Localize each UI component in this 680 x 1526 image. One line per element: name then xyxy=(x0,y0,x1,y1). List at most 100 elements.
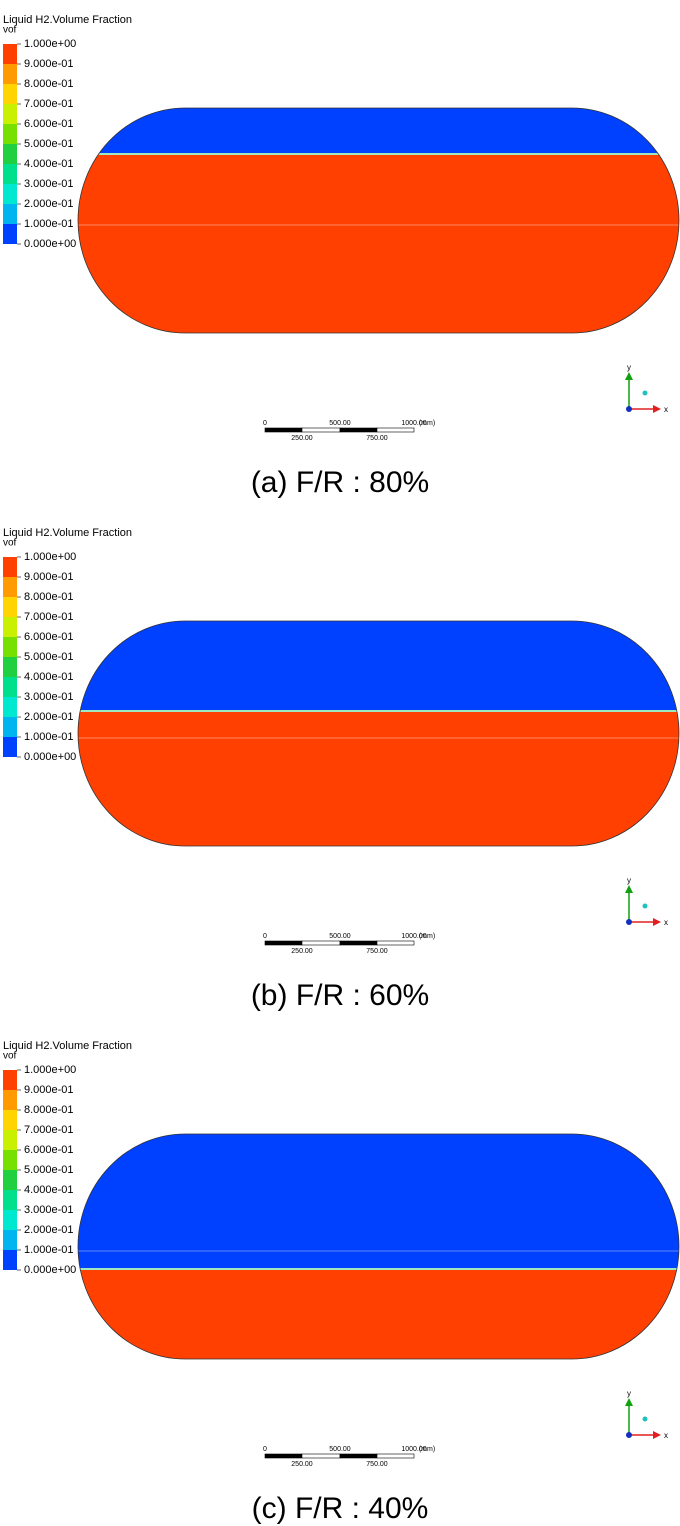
legend-band xyxy=(3,184,17,204)
tank xyxy=(78,108,679,333)
legend-label: 7.000e-01 xyxy=(24,1124,74,1136)
legend-label: 3.000e-01 xyxy=(24,691,74,703)
caption: (a) F/R : 80% xyxy=(251,466,429,499)
legend-unit: vof xyxy=(3,538,17,549)
legend-label: 2.000e-01 xyxy=(24,711,74,723)
y-arrow-head xyxy=(625,372,633,380)
legend-band xyxy=(3,1070,17,1090)
scale-segment xyxy=(264,1453,303,1459)
legend-band xyxy=(3,657,17,677)
legend-label: 0.000e+00 xyxy=(24,751,76,763)
legend-band xyxy=(3,677,17,697)
scale-segment xyxy=(264,940,303,946)
scale-label: 500.00 xyxy=(329,933,351,940)
legend-label: 1.000e-01 xyxy=(24,1244,74,1256)
legend-label: 3.000e-01 xyxy=(24,1204,74,1216)
axis-label: x xyxy=(664,405,668,414)
legend-label: 0.000e+00 xyxy=(24,238,76,250)
axis-label: x xyxy=(664,918,668,927)
legend-band xyxy=(3,597,17,617)
legend-label: 6.000e-01 xyxy=(24,1144,74,1156)
legend-label: 9.000e-01 xyxy=(24,1084,74,1096)
scale-segment xyxy=(301,1453,341,1459)
tank xyxy=(78,621,679,846)
scale-label: 250.00 xyxy=(291,1461,313,1468)
scale-label: 750.00 xyxy=(366,1461,388,1468)
legend-title: Liquid H2.Volume Fraction xyxy=(3,1040,132,1052)
legend-band xyxy=(3,637,17,657)
legend-label: 8.000e-01 xyxy=(24,78,74,90)
legend-label: 1.000e+00 xyxy=(24,551,76,563)
legend-band xyxy=(3,737,17,757)
legend-band xyxy=(3,1150,17,1170)
origin xyxy=(626,1432,632,1438)
scale-segment xyxy=(339,427,378,433)
legend-band xyxy=(3,124,17,144)
scale-segment xyxy=(264,427,303,433)
caption: (b) F/R : 60% xyxy=(251,979,429,1012)
scale-label: 750.00 xyxy=(366,948,388,955)
legend-band xyxy=(3,1190,17,1210)
caption: (c) F/R : 40% xyxy=(252,1492,429,1525)
z-marker xyxy=(642,1416,648,1422)
x-arrow-head xyxy=(653,918,661,926)
origin xyxy=(626,406,632,412)
interface xyxy=(78,710,679,712)
axis-label: x xyxy=(664,1431,668,1440)
legend-band xyxy=(3,144,17,164)
scale-unit: (mm) xyxy=(419,420,435,427)
scale-segment xyxy=(339,940,378,946)
legend-band xyxy=(3,84,17,104)
legend-band xyxy=(3,224,17,244)
legend-label: 7.000e-01 xyxy=(24,98,74,110)
legend-label: 1.000e+00 xyxy=(24,38,76,50)
scale-unit: (mm) xyxy=(419,933,435,940)
legend-label: 9.000e-01 xyxy=(24,571,74,583)
axis-label: y xyxy=(627,876,631,885)
scale-label: 1000.00 xyxy=(401,420,426,427)
scale-segment xyxy=(376,1453,415,1459)
legend-band xyxy=(3,1090,17,1110)
scale-label: 750.00 xyxy=(366,435,388,442)
scale-label: 0 xyxy=(263,1446,267,1453)
interface xyxy=(78,153,679,155)
interface xyxy=(78,1268,679,1270)
liquid-region xyxy=(78,711,679,846)
scale-label: 1000.00 xyxy=(401,1446,426,1453)
scale-label: 500.00 xyxy=(329,420,351,427)
gas-region xyxy=(78,1134,679,1269)
legend-band xyxy=(3,1170,17,1190)
scale-label: 1000.00 xyxy=(401,933,426,940)
x-arrow-head xyxy=(653,1431,661,1439)
legend-band xyxy=(3,1110,17,1130)
legend-band xyxy=(3,577,17,597)
scale-segment xyxy=(376,427,415,433)
legend-label: 4.000e-01 xyxy=(24,158,74,170)
legend-label: 0.000e+00 xyxy=(24,1264,76,1276)
tank-outline xyxy=(77,620,680,847)
liquid-region xyxy=(78,1269,679,1359)
scale-segment xyxy=(376,940,415,946)
legend-label: 6.000e-01 xyxy=(24,631,74,643)
legend-title: Liquid H2.Volume Fraction xyxy=(3,527,132,539)
gas-region xyxy=(78,621,679,711)
y-arrow-head xyxy=(625,1398,633,1406)
legend-title: Liquid H2.Volume Fraction xyxy=(3,14,132,26)
scale-label: 500.00 xyxy=(329,1446,351,1453)
legend-band xyxy=(3,1230,17,1250)
legend-label: 4.000e-01 xyxy=(24,671,74,683)
legend-label: 3.000e-01 xyxy=(24,178,74,190)
tank xyxy=(78,1134,679,1359)
x-arrow-head xyxy=(653,405,661,413)
z-marker xyxy=(642,903,648,909)
tank-outline xyxy=(77,1133,680,1360)
legend-label: 2.000e-01 xyxy=(24,1224,74,1236)
legend-label: 5.000e-01 xyxy=(24,651,74,663)
legend-label: 5.000e-01 xyxy=(24,1164,74,1176)
legend-label: 8.000e-01 xyxy=(24,1104,74,1116)
scale-segment xyxy=(339,1453,378,1459)
legend-label: 1.000e-01 xyxy=(24,731,74,743)
